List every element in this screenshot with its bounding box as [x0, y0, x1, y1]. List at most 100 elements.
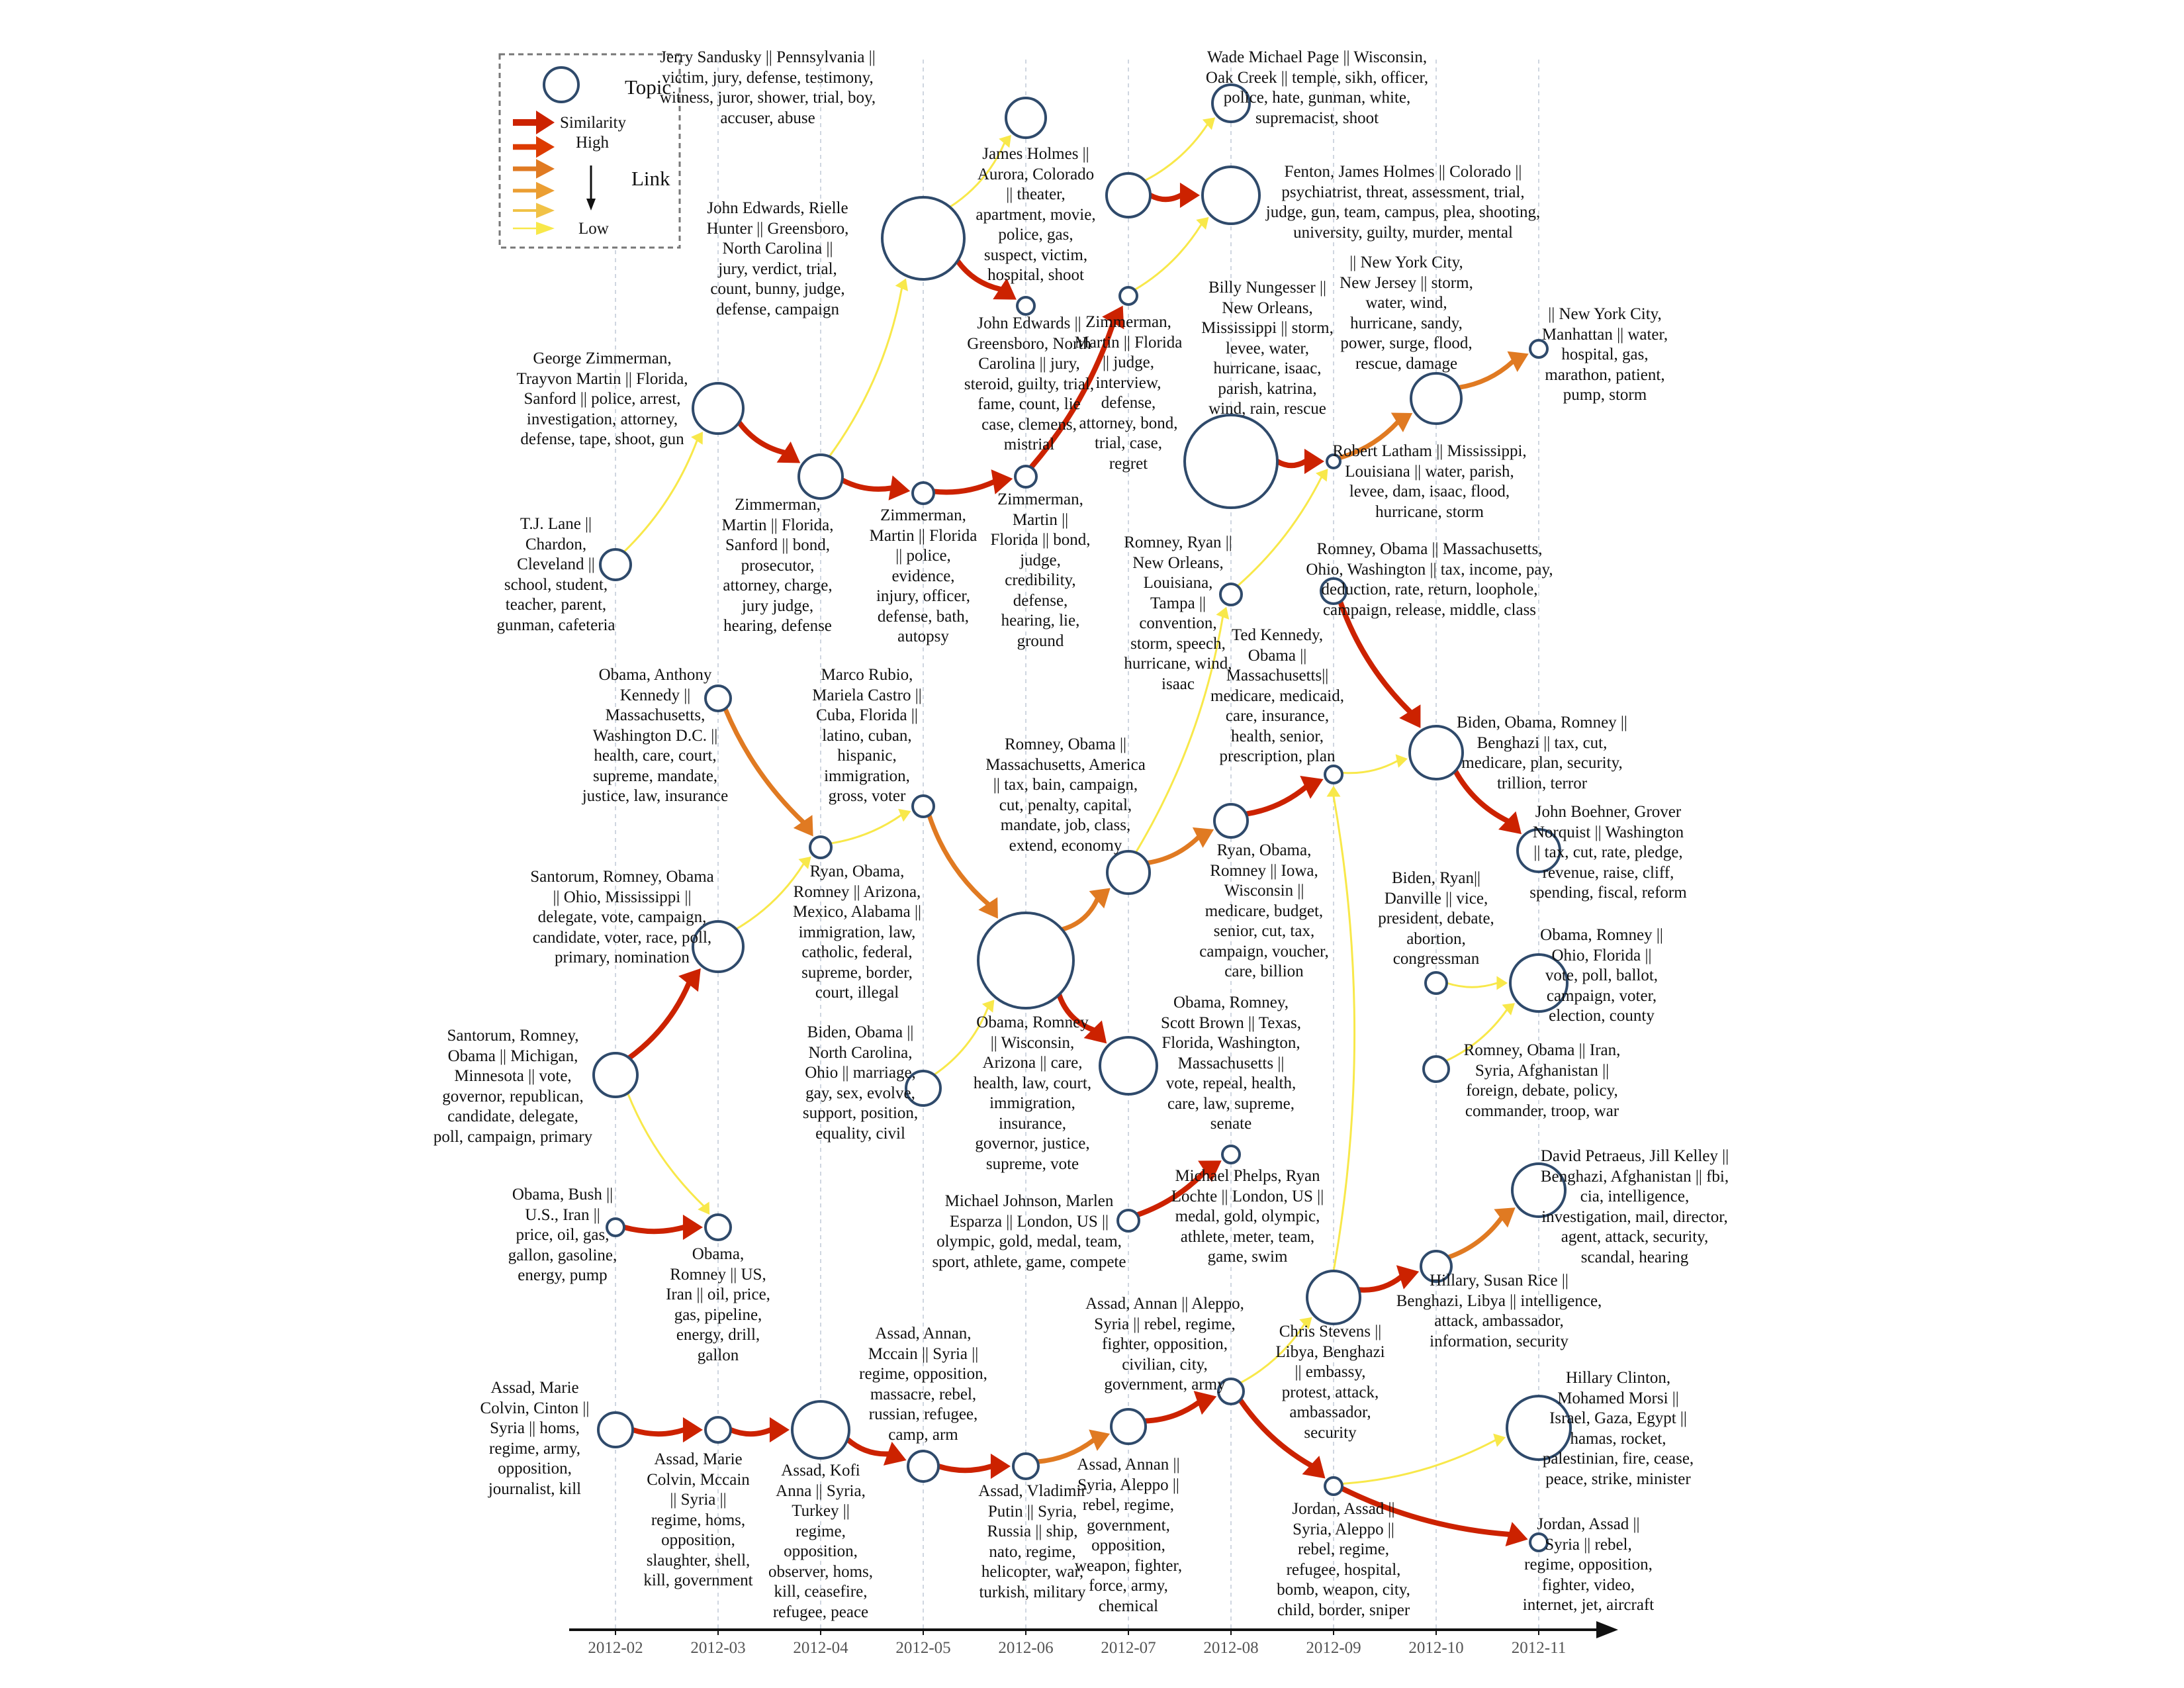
topic-node-zimm_jul[interactable] [1118, 286, 1138, 306]
topic-node-page[interactable] [1211, 83, 1251, 123]
topic-node-assad_feb[interactable] [597, 1411, 634, 1448]
topic-label-assad_aug: Assad, Annan || Aleppo, Syria || rebel, r… [1085, 1294, 1244, 1395]
topic-label-line: defense, campaign [715, 300, 840, 318]
topic-label-line: Israel, Gaza, Egypt || [1549, 1409, 1687, 1427]
topic-label-petraeus: David Petraeus, Jill Kelley || Benghazi, … [1541, 1147, 1729, 1268]
topic-node-healthcare_jun[interactable] [977, 912, 1075, 1009]
month-label: 2012-09 [1306, 1639, 1361, 1657]
link-santorum_mar-to-immigration [735, 856, 811, 931]
topic-node-brown[interactable] [1099, 1036, 1158, 1096]
topic-node-phelps[interactable] [1221, 1145, 1241, 1164]
topic-label-line: Sanford || bond, [725, 536, 830, 554]
link-lane-to-zimm_feb [623, 432, 703, 553]
legend-similarity-arrow-1 [513, 111, 555, 134]
topic-node-assad_mar[interactable] [704, 1416, 732, 1444]
topic-node-assad_jul[interactable] [1110, 1408, 1147, 1445]
topic-label-line: government, [1087, 1516, 1170, 1534]
topic-node-nungesser[interactable] [1183, 414, 1279, 509]
topic-label-line: Martin || Florida, [721, 516, 834, 534]
topic-node-zimm_apr[interactable] [797, 453, 844, 500]
topic-node-morsi[interactable] [1506, 1395, 1572, 1461]
link-zimm_jun-to-zimm_jul [1028, 305, 1124, 471]
topic-label-nyc_nov: || New York City, Manhattan || water, hosp… [1542, 305, 1668, 406]
topic-node-zimm_feb[interactable] [692, 382, 745, 435]
topic-node-convention[interactable] [1219, 583, 1243, 606]
topic-node-zimm_jun[interactable] [1014, 465, 1038, 489]
topic-node-vp_debate[interactable] [1424, 971, 1448, 995]
topic-node-oil_feb[interactable] [606, 1217, 625, 1237]
topic-node-petraeus[interactable] [1511, 1162, 1567, 1218]
topic-label-healthcare_jun: Obama, Romney || Wisconsin, Arizona || car… [974, 1013, 1091, 1174]
topic-node-santorum_mar[interactable] [692, 920, 745, 973]
topic-label-line: attorney, bond, [1079, 414, 1178, 432]
topic-label-line: deduction, rate, return, loophole, [1321, 581, 1538, 598]
topic-node-rubio[interactable] [911, 794, 935, 818]
topic-label-line: Mariela Castro || [812, 686, 922, 704]
topic-node-edwards_small[interactable] [1016, 296, 1036, 316]
topic-node-jordan_nov[interactable] [1529, 1532, 1549, 1552]
topic-label-line: chemical [1098, 1597, 1159, 1615]
topic-node-kennedy_mar[interactable] [704, 684, 732, 712]
topic-node-latham[interactable] [1326, 453, 1342, 469]
topic-label-line: case, clemens, [981, 415, 1077, 434]
topic-label-line: spending, fiscal, reform [1529, 884, 1687, 902]
link-healthcare_jun-to-bain [1060, 888, 1111, 932]
topic-node-stevens[interactable] [1306, 1270, 1361, 1325]
topic-label-line: regime, homs, [651, 1511, 746, 1529]
topic-label-line: hearing, defense [723, 617, 832, 635]
topic-node-bain[interactable] [1106, 850, 1151, 895]
topic-node-rice[interactable] [1420, 1250, 1453, 1283]
topic-node-ohio_nov[interactable] [1509, 953, 1569, 1013]
topic-label-line: George Zimmerman, [533, 350, 672, 367]
topic-node-olympic_jul[interactable] [1116, 1209, 1140, 1233]
legend-topic-circle [543, 66, 580, 103]
topic-label-line: hamas, rocket, [1570, 1429, 1666, 1448]
topic-node-holmes_aurora[interactable] [1105, 172, 1152, 218]
month-label: 2012-04 [793, 1639, 848, 1657]
topic-label-line: Sanford || police, arrest, [523, 390, 681, 408]
topic-label-sandusky: Jerry Sandusky || Pennsylvania || victim,… [660, 48, 876, 128]
topic-node-assad_jun[interactable] [1012, 1452, 1040, 1480]
topic-label-line: care, law, supreme, [1167, 1094, 1295, 1113]
topic-label-line: Mississippi || storm, [1201, 319, 1334, 337]
topic-label-line: Obama, Bush || [512, 1186, 614, 1203]
topic-label-line: Colvin, Cinton || [480, 1399, 590, 1417]
topic-node-immigration[interactable] [809, 835, 833, 859]
topic-node-lane[interactable] [599, 548, 632, 581]
topic-node-tax_sep[interactable] [1320, 577, 1347, 605]
topic-node-biden_marriage[interactable] [905, 1070, 942, 1107]
topic-node-fenton[interactable] [1201, 165, 1261, 225]
topic-label-assad_feb: Assad, Marie Colvin, Cinton || Syria || ho… [480, 1378, 590, 1499]
topic-node-assad_apr[interactable] [791, 1400, 850, 1460]
topic-node-tedkennedy[interactable] [1324, 765, 1343, 784]
topic-label-latham: Robert Latham || Mississippi, Louisiana |… [1332, 442, 1526, 522]
topic-label-line: Mexico, Alabama || [793, 903, 921, 921]
topic-node-ryan_aug[interactable] [1213, 803, 1249, 839]
topic-label-line: Libya, Benghazi [1275, 1342, 1385, 1361]
topic-node-foreign_debate[interactable] [1422, 1055, 1450, 1083]
topic-label-line: rebel, regime, [1297, 1540, 1390, 1558]
topic-node-boehner[interactable] [1516, 828, 1561, 873]
topic-node-zimm_may[interactable] [911, 481, 935, 505]
topic-label-assad_apr: Assad, Kofi Anna || Syria, Turkey || regime… [768, 1461, 873, 1622]
link-tax_sep-to-benghazi_debate [1338, 599, 1421, 728]
link-stevens-to-tedkennedy [1326, 786, 1356, 1272]
topic-node-nyc_nov[interactable] [1529, 339, 1549, 359]
topic-node-jordan_sep[interactable] [1324, 1476, 1343, 1496]
link-bain-to-ryan_aug [1145, 827, 1214, 866]
legend-similarity-arrow-2 [513, 136, 555, 158]
topic-node-nyc_oct[interactable] [1410, 372, 1463, 425]
topic-node-assad_may[interactable] [907, 1450, 940, 1483]
topic-label-line: poll, campaign, primary [433, 1127, 593, 1146]
topic-node-santorum_feb[interactable] [592, 1052, 639, 1098]
topic-node-edwards_big[interactable] [881, 196, 966, 281]
topic-node-oil_mar[interactable] [704, 1213, 732, 1241]
topic-node-benghazi_debate[interactable] [1408, 725, 1464, 780]
time-axis-arrowhead [1596, 1621, 1618, 1638]
legend-box [498, 53, 681, 249]
topic-node-sandusky[interactable] [1005, 97, 1047, 139]
topic-label-oil_feb: Obama, Bush || U.S., Iran || price, oil, g… [508, 1185, 617, 1286]
topic-node-assad_aug[interactable] [1217, 1378, 1245, 1405]
topic-label-zimm_may: Zimmerman, Martin || Florida || police, evi… [870, 506, 978, 647]
topic-label-line: refugee, peace [772, 1603, 869, 1621]
